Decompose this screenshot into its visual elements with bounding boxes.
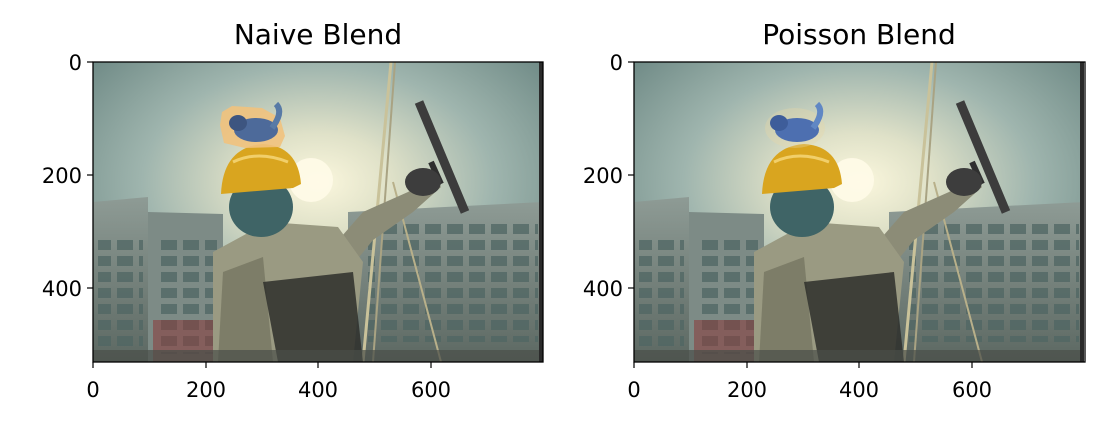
y-axis: 0 200 400 (42, 51, 93, 301)
x-tick-label: 0 (627, 378, 640, 402)
x-tick-label: 600 (952, 378, 992, 402)
x-axis: 0 200 400 600 (627, 362, 992, 402)
x-tick-label: 400 (839, 378, 879, 402)
y-tick-label: 400 (42, 277, 82, 301)
x-tick-label: 400 (298, 378, 338, 402)
y-tick-label: 200 (42, 164, 82, 188)
y-tick-label: 0 (610, 51, 623, 75)
panel-poisson: Poisson Blend 0 200 400 600 0 200 400 (583, 18, 1085, 402)
image-content (634, 62, 1084, 362)
y-tick-label: 200 (583, 164, 623, 188)
x-tick-label: 0 (86, 378, 99, 402)
y-tick-label: 400 (583, 277, 623, 301)
image-content (93, 62, 543, 362)
y-tick-label: 0 (69, 51, 82, 75)
x-axis: 0 200 400 600 (86, 362, 451, 402)
panel-naive: Naive Blend 0 200 400 600 0 200 (42, 18, 543, 402)
y-axis: 0 200 400 (583, 51, 634, 301)
x-tick-label: 200 (727, 378, 767, 402)
panel-title: Poisson Blend (762, 18, 955, 51)
x-tick-label: 600 (411, 378, 451, 402)
panel-title: Naive Blend (234, 18, 402, 51)
x-tick-label: 200 (186, 378, 226, 402)
